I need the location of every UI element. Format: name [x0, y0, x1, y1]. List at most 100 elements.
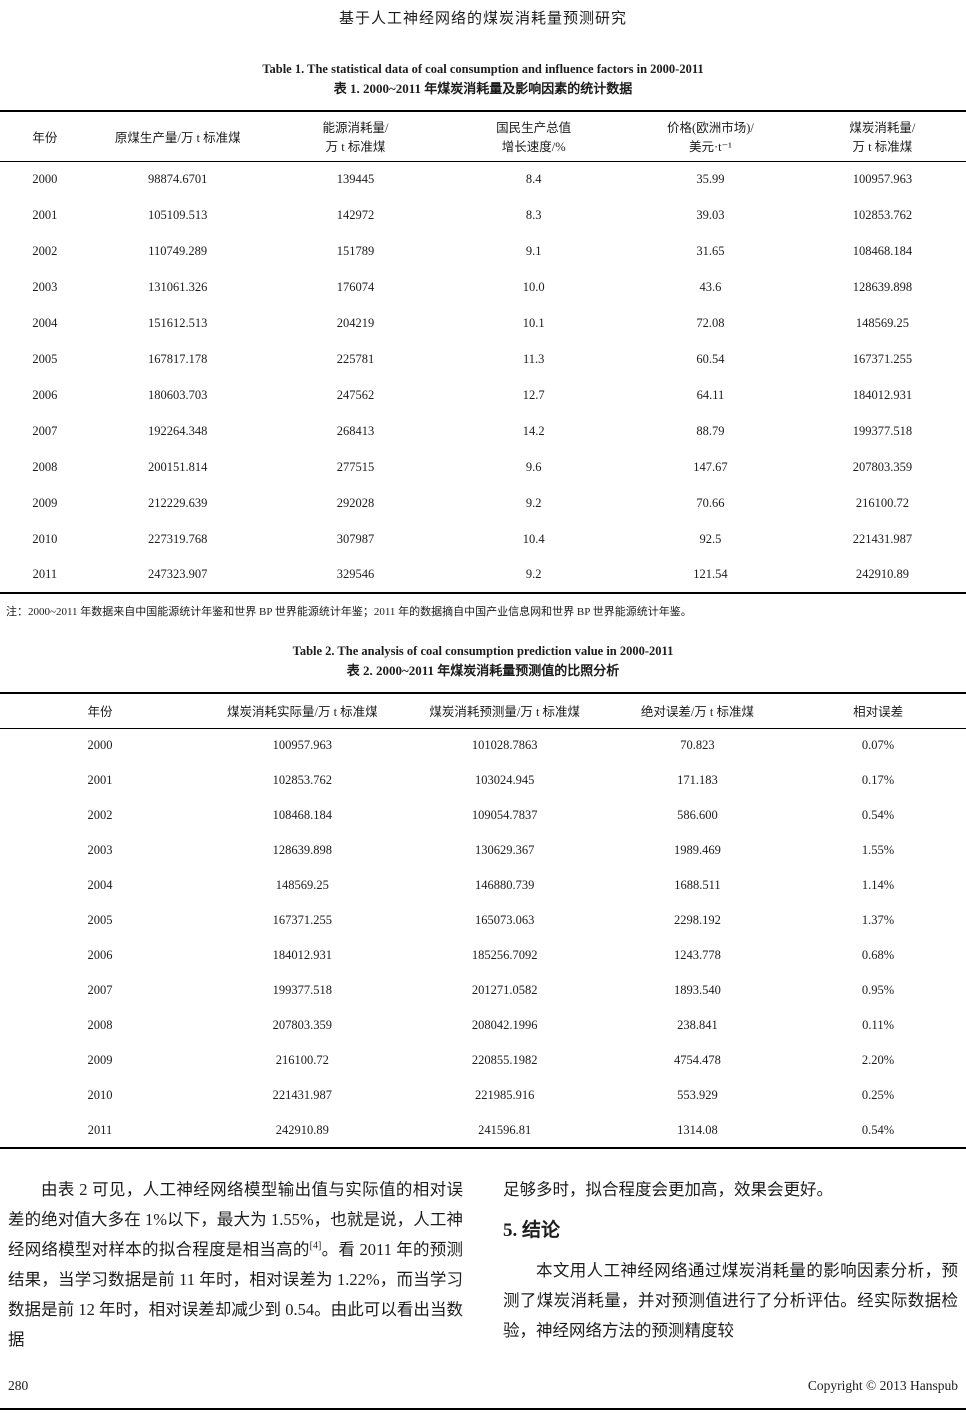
table2-body: 2000 100957.963 101028.7863 70.823 0.07%…: [0, 728, 966, 1148]
table1-header-coal-consumption: 煤炭消耗量/ 万 t 标准煤: [849, 121, 916, 155]
cell-coal-consumption: 167371.255: [852, 351, 913, 366]
page-footer: 280 Copyright © 2013 Hanspub: [0, 1378, 966, 1394]
cell-coal-consumption: 199377.518: [852, 423, 913, 438]
cell-predicted: 165073.063: [475, 913, 535, 927]
table1-caption-zh: 表 1. 2000~2011 年煤炭消耗量及影响因素的统计数据: [333, 81, 633, 96]
citation-4: [4]: [309, 1240, 322, 1252]
copyright-notice: Copyright © 2013 Hanspub: [807, 1378, 958, 1393]
cell-coal-consumption: 102853.762: [852, 207, 913, 222]
cell-energy-consumption: 204219: [336, 315, 375, 330]
cell-coal-consumption: 242910.89: [855, 567, 909, 581]
cell-raw-coal-production: 131061.326: [148, 279, 208, 294]
cell-price: 64.11: [696, 387, 725, 402]
table-row: 2010 227319.768 307987 10.4 92.5 221431.…: [0, 521, 966, 557]
section-heading-conclusion: 5. 结论: [503, 1220, 561, 1241]
cell-relative-error: 0.68%: [861, 948, 895, 962]
page-number: 280: [8, 1378, 29, 1393]
cell-relative-error: 0.54%: [861, 1122, 895, 1137]
cell-predicted: 109054.7837: [471, 808, 538, 822]
cell-year: 2003: [32, 279, 58, 294]
table-row: 2001 102853.762 103024.945 171.183 0.17%: [0, 763, 966, 798]
cell-year: 2010: [87, 1088, 113, 1102]
table2-header-row: 年份 煤炭消耗实际量/万 t 标准煤 煤炭消耗预测量/万 t 标准煤 绝对误差/…: [0, 693, 966, 728]
cell-predicted: 201271.0582: [471, 983, 538, 997]
cell-raw-coal-production: 167817.178: [148, 351, 208, 366]
cell-energy-consumption: 277515: [336, 459, 375, 474]
cell-year: 2009: [87, 1053, 113, 1067]
cell-absolute-error: 2298.192: [673, 913, 721, 927]
cell-raw-coal-production: 98874.6701: [148, 171, 208, 186]
cell-relative-error: 1.14%: [861, 878, 895, 892]
cell-raw-coal-production: 200151.814: [148, 459, 208, 474]
cell-energy-consumption: 292028: [336, 495, 375, 510]
cell-year: 2005: [32, 351, 58, 366]
cell-gdp-growth: 10.4: [522, 531, 545, 546]
cell-predicted: 241596.81: [478, 1122, 532, 1137]
paragraph-discussion-text2: 。看 2011 年的预测结果，当学习数据是前 11 年时，相对误差为 1.22%…: [8, 1240, 464, 1349]
cell-absolute-error: 1243.778: [673, 948, 721, 962]
cell-price: 43.6: [699, 279, 722, 294]
table2-header-absolute-error: 绝对误差/万 t 标准煤: [640, 705, 755, 720]
table-row: 2006 180603.703 247562 12.7 64.11 184012…: [0, 377, 966, 413]
cell-gdp-growth: 9.6: [525, 459, 542, 474]
cell-actual: 199377.518: [272, 983, 333, 997]
table-row: 2011 242910.89 241596.81 1314.08 0.54%: [0, 1113, 966, 1148]
cell-year: 2006: [32, 387, 58, 402]
cell-gdp-growth: 9.2: [525, 567, 542, 581]
table-row: 2004 148569.25 146880.739 1688.511 1.14%: [0, 868, 966, 903]
cell-price: 70.66: [696, 495, 725, 510]
cell-year: 2003: [87, 843, 113, 857]
cell-raw-coal-production: 192264.348: [148, 423, 208, 438]
cell-year: 2001: [32, 207, 58, 222]
cell-absolute-error: 1989.469: [673, 843, 721, 857]
table-row: 2011 247323.907 329546 9.2 121.54 242910…: [0, 557, 966, 593]
cell-gdp-growth: 10.1: [522, 315, 545, 330]
table1-caption-en: Table 1. The statistical data of coal co…: [262, 62, 704, 76]
table1-header-year: 年份: [32, 130, 58, 145]
cell-coal-consumption: 207803.359: [852, 459, 913, 474]
table2: 年份 煤炭消耗实际量/万 t 标准煤 煤炭消耗预测量/万 t 标准煤 绝对误差/…: [0, 692, 966, 1149]
cell-coal-consumption: 221431.987: [852, 531, 913, 546]
paragraph-continuation: 足够多时，拟合程度会更加高，效果会更好。: [503, 1180, 833, 1199]
cell-relative-error: 1.37%: [861, 913, 895, 927]
cell-price: 31.65: [696, 243, 725, 258]
table2-caption: Table 2. The analysis of coal consumptio…: [0, 643, 966, 679]
cell-absolute-error: 586.600: [677, 808, 718, 822]
cell-gdp-growth: 9.2: [525, 495, 542, 510]
table2-caption-en: Table 2. The analysis of coal consumptio…: [292, 644, 674, 658]
footer-rule: [0, 1408, 966, 1410]
cell-year: 2001: [87, 773, 113, 787]
table-row: 2006 184012.931 185256.7092 1243.778 0.6…: [0, 938, 966, 973]
cell-year: 2005: [87, 913, 113, 927]
cell-absolute-error: 238.841: [677, 1018, 718, 1032]
cell-year: 2007: [32, 423, 58, 438]
cell-year: 2008: [87, 1018, 113, 1032]
table2-header-actual: 煤炭消耗实际量/万 t 标准煤: [226, 705, 378, 720]
table-row: 2008 200151.814 277515 9.6 147.67 207803…: [0, 449, 966, 485]
cell-price: 60.54: [696, 351, 725, 366]
cell-price: 147.67: [693, 459, 728, 474]
cell-energy-consumption: 307987: [336, 531, 375, 546]
cell-year: 2008: [32, 459, 58, 474]
cell-coal-consumption: 148569.25: [855, 315, 909, 330]
cell-price: 92.5: [699, 531, 722, 546]
cell-year: 2010: [32, 531, 58, 546]
cell-actual: 184012.931: [272, 948, 333, 962]
cell-actual: 242910.89: [275, 1122, 329, 1137]
cell-gdp-growth: 8.4: [525, 171, 542, 186]
paragraph-discussion-text1: 由表 2 可见，人工神经网络模型输出值与实际值的相对误差的绝对值大多在 1%以下…: [8, 1180, 463, 1259]
table1-header-raw-coal-production: 原煤生产量/万 t 标准煤: [114, 130, 241, 145]
cell-relative-error: 0.95%: [861, 983, 895, 997]
cell-actual: 108468.184: [272, 808, 333, 822]
cell-energy-consumption: 142972: [336, 207, 375, 222]
table2-caption-zh: 表 2. 2000~2011 年煤炭消耗量预测值的比照分析: [346, 663, 620, 678]
cell-gdp-growth: 9.1: [525, 243, 542, 258]
cell-coal-consumption: 216100.72: [855, 495, 909, 510]
cell-year: 2002: [87, 808, 113, 822]
table-row: 2003 131061.326 176074 10.0 43.6 128639.…: [0, 269, 966, 305]
table1-header-row: 年份 原煤生产量/万 t 标准煤 能源消耗量/ 万 t 标准煤 国民生产总值 增…: [0, 111, 966, 161]
cell-predicted: 146880.739: [475, 878, 535, 892]
cell-predicted: 220855.1982: [471, 1053, 538, 1067]
cell-raw-coal-production: 247323.907: [148, 567, 208, 581]
